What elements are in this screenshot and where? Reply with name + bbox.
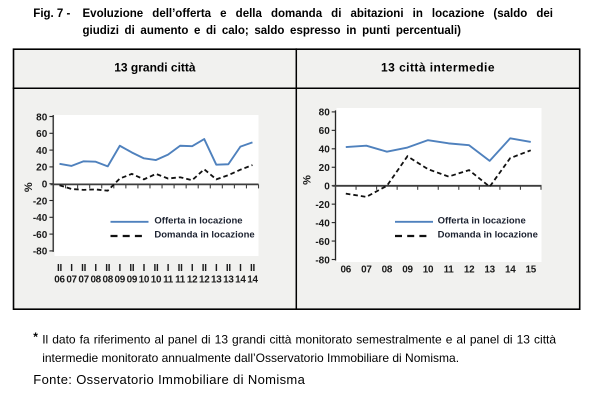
svg-text:11: 11 [163, 274, 174, 285]
svg-text:0: 0 [324, 182, 330, 193]
svg-text:II: II [105, 263, 110, 274]
svg-text:60: 60 [36, 129, 48, 140]
svg-text:-40: -40 [315, 218, 330, 229]
svg-text:-40: -40 [33, 213, 48, 224]
svg-text:Offerta in locazione: Offerta in locazione [154, 215, 242, 226]
svg-text:13: 13 [223, 274, 234, 285]
svg-text:12: 12 [199, 274, 210, 285]
svg-text:10: 10 [423, 264, 434, 275]
svg-text:0: 0 [42, 180, 48, 191]
svg-text:-60: -60 [33, 230, 48, 241]
svg-text:11: 11 [444, 264, 455, 275]
svg-text:13: 13 [211, 274, 222, 285]
svg-text:intermedie monitorato annualme: intermedie monitorato annualmente dall’O… [42, 351, 459, 365]
svg-text:Fig. 7 -: Fig. 7 - [33, 8, 70, 20]
svg-text:14: 14 [235, 274, 246, 285]
svg-text:20: 20 [36, 163, 48, 174]
svg-text:09: 09 [115, 274, 126, 285]
svg-text:-20: -20 [33, 196, 48, 207]
svg-text:Fonte: Osservatorio Immobiliar: Fonte: Osservatorio Immobiliare di Nomis… [33, 372, 305, 387]
svg-text:09: 09 [402, 264, 413, 275]
svg-text:Domanda in locazione: Domanda in locazione [438, 229, 538, 240]
svg-text:20: 20 [319, 163, 331, 174]
svg-text:80: 80 [36, 112, 48, 123]
svg-text:-80: -80 [33, 247, 48, 258]
svg-text:Il dato fa riferimento al pane: Il dato fa riferimento al panel di 13 gr… [42, 333, 556, 347]
svg-text:Domanda in locazione: Domanda in locazione [154, 229, 254, 240]
svg-text:II: II [57, 263, 62, 274]
svg-text:I: I [143, 263, 146, 274]
svg-text:10: 10 [139, 274, 150, 285]
svg-text:08: 08 [382, 264, 393, 275]
svg-text:II: II [202, 263, 207, 274]
svg-text:40: 40 [36, 146, 48, 157]
svg-text:-80: -80 [315, 255, 330, 266]
svg-text:08: 08 [102, 274, 113, 285]
svg-text:I: I [239, 263, 242, 274]
svg-text:09: 09 [127, 274, 138, 285]
svg-text:giudizi di aumento e di calo;: giudizi di aumento e di calo; saldo espr… [83, 25, 462, 37]
svg-text:12: 12 [187, 274, 198, 285]
svg-text:80: 80 [319, 108, 331, 119]
svg-text:I: I [94, 263, 97, 274]
svg-text:*: * [33, 330, 38, 344]
svg-text:II: II [226, 263, 231, 274]
svg-text:14: 14 [505, 264, 516, 275]
svg-text:12: 12 [464, 264, 475, 275]
svg-text:40: 40 [319, 145, 331, 156]
svg-text:07: 07 [66, 274, 77, 285]
svg-text:10: 10 [151, 274, 162, 285]
svg-text:II: II [81, 263, 86, 274]
svg-text:15: 15 [526, 264, 537, 275]
svg-text:08: 08 [90, 274, 101, 285]
svg-text:I: I [215, 263, 218, 274]
svg-text:13 grandi città: 13 grandi città [114, 60, 196, 74]
svg-text:%: % [302, 175, 314, 185]
svg-text:Evoluzione dell’offerta e dell: Evoluzione dell’offerta e della domanda … [83, 8, 554, 20]
svg-text:07: 07 [78, 274, 89, 285]
svg-text:II: II [153, 263, 158, 274]
svg-text:60: 60 [319, 126, 331, 137]
svg-text:-60: -60 [315, 237, 330, 248]
svg-text:11: 11 [175, 274, 186, 285]
svg-text:I: I [167, 263, 170, 274]
svg-text:II: II [129, 263, 134, 274]
svg-text:13 città intermedie: 13 città intermedie [381, 60, 495, 74]
svg-text:II: II [178, 263, 183, 274]
svg-text:I: I [119, 263, 122, 274]
svg-text:07: 07 [361, 264, 372, 275]
svg-text:06: 06 [341, 264, 352, 275]
svg-text:06: 06 [54, 274, 65, 285]
svg-text:II: II [250, 263, 255, 274]
svg-text:13: 13 [484, 264, 495, 275]
svg-text:I: I [191, 263, 194, 274]
svg-text:I: I [70, 263, 73, 274]
svg-text:Offerta in locazione: Offerta in locazione [438, 215, 526, 226]
svg-text:14: 14 [247, 274, 258, 285]
svg-text:-20: -20 [315, 200, 330, 211]
svg-text:%: % [23, 182, 35, 192]
